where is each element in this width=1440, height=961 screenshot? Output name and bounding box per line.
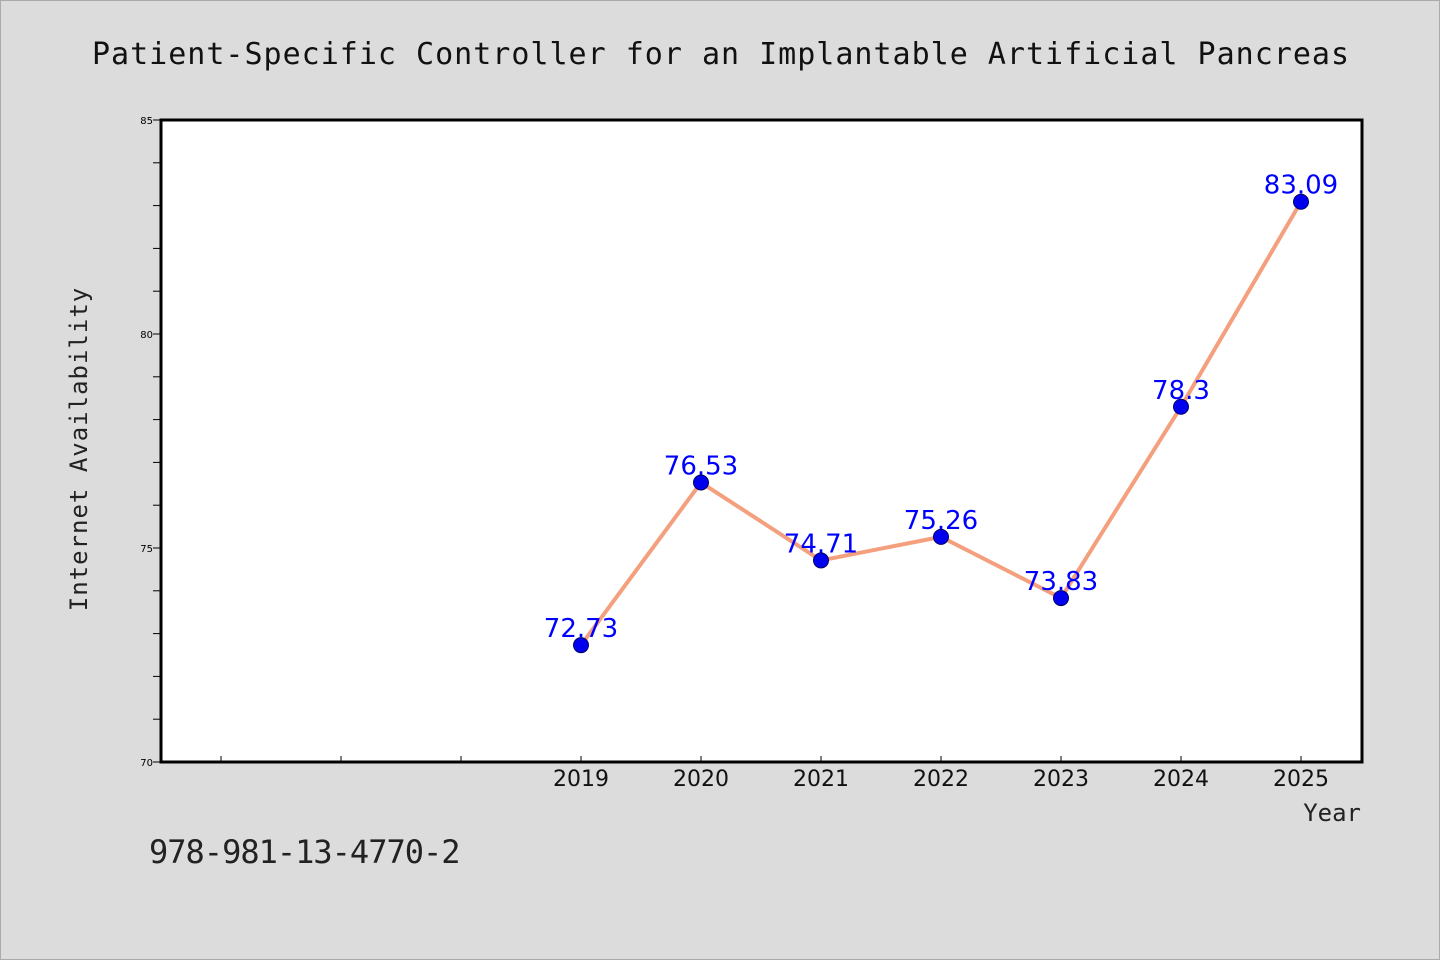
data-point xyxy=(1053,590,1069,607)
data-point xyxy=(1293,193,1309,210)
data-label: 78.3 xyxy=(1152,376,1210,406)
data-point xyxy=(693,474,709,491)
y-tick-label: 75 xyxy=(140,544,153,555)
x-tick-label: 2022 xyxy=(913,767,969,792)
x-tick-label: 2025 xyxy=(1273,767,1329,792)
data-point xyxy=(933,528,949,545)
plot-area xyxy=(159,118,1364,764)
x-tick-label: 2021 xyxy=(793,767,849,792)
chart-title: Patient-Specific Controller for an Impla… xyxy=(92,37,1350,72)
data-label: 73.83 xyxy=(1024,567,1098,597)
data-label: 75.26 xyxy=(904,506,978,536)
x-axis-label: Year xyxy=(1303,799,1361,827)
y-tick-label: 80 xyxy=(140,330,153,341)
data-label: 74.71 xyxy=(784,529,858,559)
data-label: 83.09 xyxy=(1264,171,1338,201)
y-tick-label: 70 xyxy=(140,758,153,769)
x-tick-label: 2020 xyxy=(673,767,729,792)
data-point xyxy=(1173,398,1189,415)
series-group: 72.73 76.53 74.71 75.26 73.83 78.3 83.09 xyxy=(544,171,1338,654)
y-axis: 70 75 80 85 xyxy=(140,116,161,769)
x-tick-label: 2023 xyxy=(1033,767,1089,792)
x-axis: 2019 2020 2021 2022 2023 2024 2025 xyxy=(220,756,1329,792)
data-point xyxy=(573,637,589,654)
x-tick-label: 2024 xyxy=(1153,767,1209,792)
isbn-text: 978-981-13-4770-2 xyxy=(149,833,461,871)
x-tick-label: 2019 xyxy=(553,767,609,792)
data-point xyxy=(813,552,829,569)
y-tick-label: 85 xyxy=(140,116,153,127)
data-label: 72.73 xyxy=(544,614,618,644)
data-label: 76.53 xyxy=(664,452,738,482)
y-axis-label: Internet Availability xyxy=(65,287,93,611)
